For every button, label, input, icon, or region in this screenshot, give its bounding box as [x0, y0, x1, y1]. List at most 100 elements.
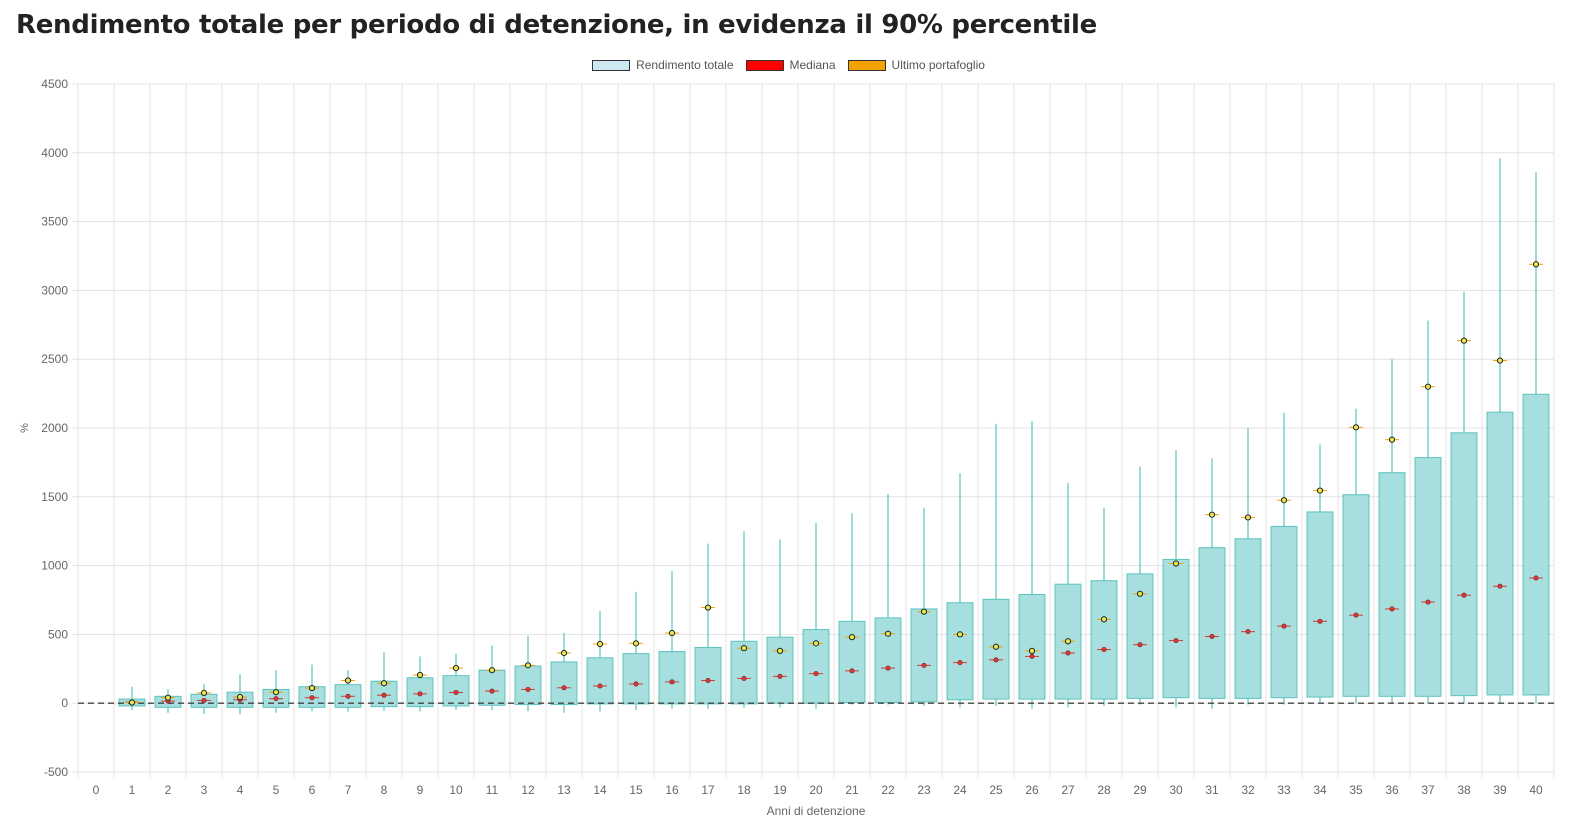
- median-marker: [453, 689, 459, 695]
- legend-label-last-portfolio: Ultimo portafoglio: [891, 58, 985, 72]
- last-portfolio-marker: [1316, 487, 1324, 494]
- x-tick-label: 12: [521, 783, 535, 797]
- legend-item-total-return[interactable]: Rendimento totale: [592, 58, 734, 72]
- median-marker: [417, 691, 423, 697]
- chart-legend: Rendimento totale Mediana Ultimo portafo…: [0, 58, 1577, 72]
- x-tick-label: 4: [237, 783, 244, 797]
- legend-swatch-median: [745, 59, 784, 71]
- median-marker: [1389, 606, 1395, 612]
- median-marker: [1281, 623, 1287, 629]
- median-marker: [741, 675, 747, 681]
- last-portfolio-marker: [416, 671, 424, 679]
- x-tick-labels: 0 1 2 3 4 5 6 7 8 9 10 11 12 13 14 15 16 17 18 19 20 21 22 23 24…: [93, 783, 1543, 797]
- x-tick-label: 5: [273, 783, 280, 797]
- x-tick-label: 29: [1133, 783, 1147, 797]
- last-portfolio-marker: [956, 631, 964, 638]
- x-tick-label: 3: [201, 783, 208, 797]
- legend-label-total-return: Rendimento totale: [636, 58, 734, 72]
- median-marker: [525, 686, 531, 692]
- x-tick-label: 1: [129, 783, 136, 797]
- last-portfolio-marker: [920, 608, 928, 615]
- last-portfolio-marker: [668, 629, 676, 637]
- last-portfolio-marker: [740, 645, 748, 652]
- median-marker: [1317, 618, 1323, 624]
- last-portfolio-marker: [1064, 638, 1072, 645]
- y-tick-label: 1500: [41, 490, 68, 504]
- x-tick-label: 15: [629, 783, 643, 797]
- box: [1522, 393, 1550, 696]
- last-portfolio-marker: [344, 677, 352, 684]
- median-marker: [1245, 629, 1251, 635]
- median-marker: [813, 671, 819, 677]
- x-tick-label: 20: [809, 783, 823, 797]
- median-marker: [309, 695, 315, 701]
- x-tick-label: 0: [93, 783, 100, 797]
- box: [658, 651, 686, 705]
- last-portfolio-marker: [236, 693, 244, 701]
- y-tick-label: -500: [44, 765, 68, 779]
- median-marker: [345, 693, 351, 699]
- box: [1234, 538, 1262, 699]
- box: [1378, 472, 1406, 697]
- x-tick-label: 7: [345, 783, 352, 797]
- median-marker: [489, 688, 495, 694]
- y-tick-label: 4000: [41, 146, 68, 160]
- x-tick-label: 18: [737, 783, 751, 797]
- last-portfolio-marker: [308, 684, 316, 692]
- legend-item-median[interactable]: Mediana: [745, 58, 836, 72]
- y-axis-label: %: [19, 423, 31, 433]
- y-tick-label: 2500: [41, 352, 68, 366]
- last-portfolio-marker: [632, 640, 640, 647]
- y-tick-label: 4500: [41, 77, 68, 91]
- median-marker: [201, 697, 207, 703]
- last-portfolio-marker: [812, 640, 820, 647]
- y-tick-label: 3000: [41, 283, 68, 297]
- box: [1090, 580, 1118, 700]
- last-portfolio-marker: [1496, 357, 1504, 364]
- median-marker: [849, 668, 855, 674]
- box: [1198, 547, 1226, 699]
- box: [514, 665, 542, 706]
- median-marker: [705, 677, 711, 683]
- x-tick-label: 17: [701, 783, 715, 797]
- last-portfolio-marker: [1244, 514, 1252, 521]
- x-tick-label: 39: [1493, 783, 1507, 797]
- x-tick-label: 36: [1385, 783, 1399, 797]
- last-portfolio-marker: [452, 665, 460, 672]
- box: [550, 661, 578, 706]
- y-tick-label: 3500: [41, 215, 68, 229]
- last-portfolio-marker: [704, 604, 712, 611]
- page-title: Rendimento totale per periodo di detenzi…: [16, 10, 1097, 40]
- median-marker: [957, 660, 963, 666]
- legend-item-last-portfolio[interactable]: Ultimo portafoglio: [847, 58, 985, 72]
- box: [586, 657, 614, 705]
- box: [1342, 494, 1370, 697]
- x-tick-label: 37: [1421, 783, 1435, 797]
- y-tick-label: 500: [48, 627, 68, 641]
- last-portfolio-marker: [1172, 560, 1180, 567]
- median-marker: [885, 665, 891, 671]
- x-tick-label: 14: [593, 783, 607, 797]
- median-marker: [1173, 638, 1179, 644]
- x-tick-label: 34: [1313, 783, 1327, 797]
- box: [1450, 432, 1478, 697]
- median-marker: [1029, 653, 1035, 659]
- median-marker: [273, 696, 279, 702]
- median-marker: [597, 683, 603, 689]
- last-portfolio-marker: [848, 634, 856, 641]
- x-tick-label: 11: [486, 783, 499, 797]
- y-tick-label: 0: [61, 696, 68, 710]
- median-marker: [633, 681, 639, 687]
- last-portfolio-marker: [1208, 511, 1216, 518]
- x-tick-label: 6: [309, 783, 316, 797]
- last-portfolio-marker: [272, 689, 280, 696]
- box: [838, 620, 866, 704]
- marker-layer: [125, 261, 1543, 706]
- last-portfolio-marker: [380, 680, 388, 687]
- box: [946, 602, 974, 701]
- x-tick-label: 40: [1529, 783, 1543, 797]
- y-tick-label: 1000: [41, 559, 68, 573]
- last-portfolio-marker: [488, 667, 496, 674]
- box: [622, 653, 650, 705]
